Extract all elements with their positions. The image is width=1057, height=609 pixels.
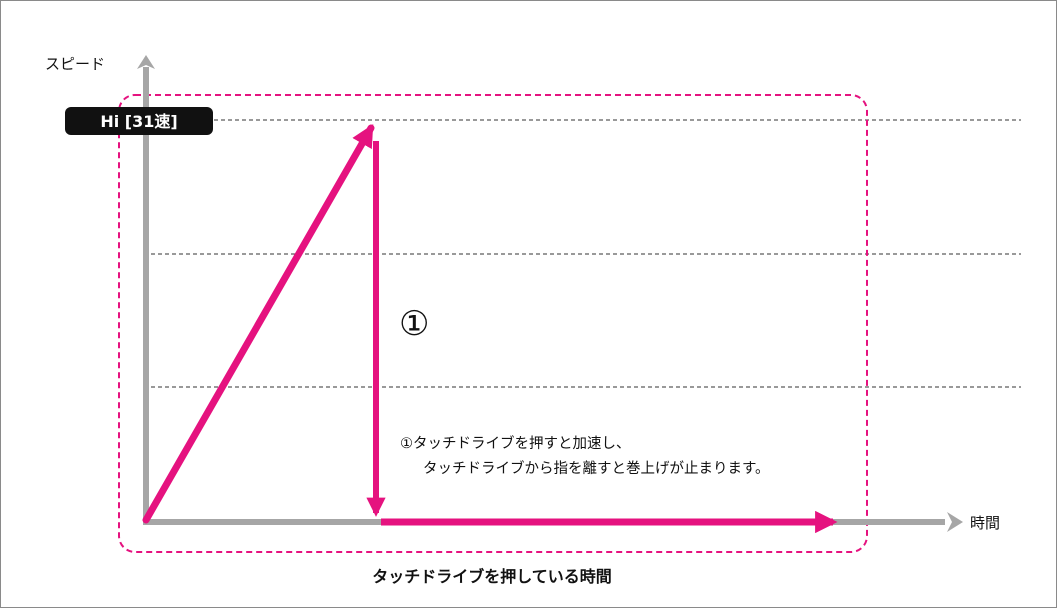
note-line-1: ①タッチドライブを押すと加速し、	[400, 434, 631, 452]
max-speed-label: Hi [31速]	[100, 112, 177, 131]
y-axis-label: スピード	[45, 55, 105, 73]
y-axis-arrowhead-icon	[137, 55, 155, 69]
max-speed-badge: Hi [31速]	[65, 107, 213, 135]
y-axis	[137, 55, 155, 522]
x-axis-label: 時間	[970, 514, 1000, 532]
step-marker-1: ①	[399, 304, 429, 344]
pressed-duration-boundary	[118, 94, 868, 553]
note-line-2: タッチドライブから指を離すと巻上げが止まります。	[423, 459, 770, 477]
acceleration-arrow	[142, 124, 375, 524]
pressed-duration-caption: タッチドライブを押している時間	[372, 567, 612, 586]
x-axis-arrowhead-icon	[947, 512, 963, 532]
